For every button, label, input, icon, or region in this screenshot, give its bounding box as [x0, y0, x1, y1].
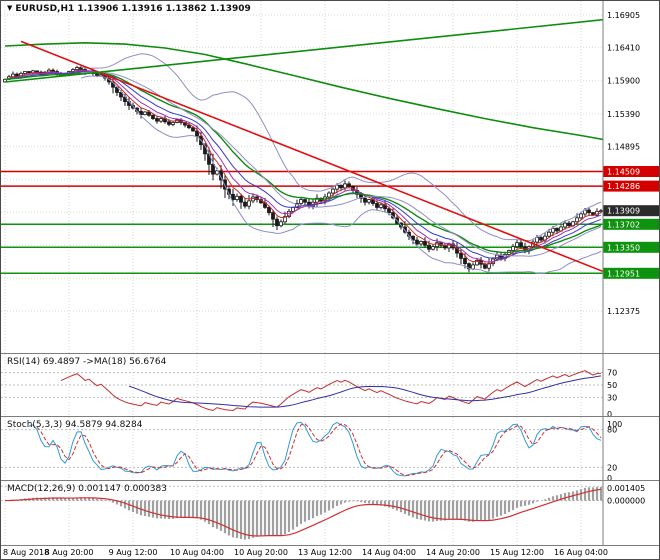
time-label: 13 Aug 12:00: [298, 548, 352, 557]
svg-text:1.14895: 1.14895: [607, 142, 640, 151]
ema-fast-blue: [4, 71, 602, 259]
grid: [1, 1, 603, 353]
current-price-label: 1.13909: [603, 205, 659, 217]
stoch-k-line: [28, 421, 602, 477]
time-label: 16 Aug 04:00: [554, 548, 608, 557]
time-label: 14 Aug 04:00: [362, 548, 416, 557]
time-label: 14 Aug 20:00: [426, 548, 480, 557]
ema-fast-purple: [4, 70, 602, 263]
svg-text:100: 100: [607, 420, 622, 429]
ohlc-values: 1.13906 1.13916 1.13862 1.13909: [77, 4, 251, 14]
panel-divider[interactable]: [1, 353, 659, 354]
macd-histogram: [7, 486, 603, 540]
rsi-line: [60, 370, 602, 412]
price-level-label: 1.12951: [603, 267, 659, 279]
panel-divider[interactable]: [1, 480, 659, 481]
svg-text:20: 20: [607, 463, 617, 472]
svg-text:1.14286: 1.14286: [607, 182, 640, 191]
svg-text:0: 0: [607, 474, 612, 480]
uptrend-line[interactable]: [4, 17, 633, 83]
svg-text:1.14509: 1.14509: [607, 168, 640, 177]
price-level-label: 1.13702: [603, 218, 659, 230]
price-level-label: 1.14286: [603, 180, 659, 192]
stoch-indicator-label: Stoch(5,3,3) 94.5879 94.8284: [7, 420, 143, 430]
svg-text:30: 30: [607, 393, 617, 402]
svg-text:0.001405: 0.001405: [607, 484, 645, 493]
price-level-label: 1.13350: [603, 241, 659, 253]
time-label: 15 Aug 12:00: [490, 548, 544, 557]
rsi-panel[interactable]: 70 50 30 0: [1, 354, 660, 416]
svg-text:0.000000: 0.000000: [607, 497, 645, 506]
main-price-panel[interactable]: 1.16905 1.16410 1.15900 1.15390 1.14895 1.123…: [1, 1, 660, 353]
price-levels: [1, 170, 603, 275]
svg-text:0: 0: [607, 410, 612, 416]
svg-text:1.16905: 1.16905: [607, 11, 640, 20]
stoch-d-line: [36, 423, 602, 476]
svg-text:1.15900: 1.15900: [607, 77, 640, 86]
svg-text:1.12951: 1.12951: [607, 269, 640, 278]
svg-text:1.12375: 1.12375: [607, 307, 640, 316]
slow-ma-green: [4, 41, 603, 141]
panel-divider[interactable]: [1, 545, 659, 546]
svg-text:50: 50: [607, 381, 617, 390]
svg-text:1.16410: 1.16410: [607, 43, 640, 52]
downtrend-line[interactable]: [20, 40, 613, 275]
chart-title: ▼ EURUSD,H1 1.13906 1.13916 1.13862 1.139…: [7, 4, 251, 14]
time-label: 8 Aug 2018: [3, 548, 50, 557]
symbol-dropdown-icon[interactable]: ▼: [7, 4, 13, 12]
svg-text:1.13350: 1.13350: [607, 243, 640, 252]
symbol-period: EURUSD,H1: [15, 4, 75, 14]
bollinger-upper-line: [80, 53, 602, 242]
rsi-indicator-label: RSI(14) 69.4897 ->MA(18) 56.6764: [7, 357, 167, 367]
macd-signal-line: [4, 488, 602, 537]
time-label: 9 Aug 12:00: [108, 548, 158, 557]
time-axis: 8 Aug 2018 8 Aug 20:00 9 Aug 12:00 10 Aug 0…: [1, 546, 659, 559]
macd-panel[interactable]: 0.001405 0.000000: [1, 481, 660, 545]
y-axis-labels: 1.16905 1.16410 1.15900 1.15390 1.14895 1.123…: [607, 11, 640, 316]
time-label: 10 Aug 20:00: [234, 548, 288, 557]
svg-text:80: 80: [607, 426, 617, 435]
svg-text:1.13909: 1.13909: [607, 207, 640, 216]
price-level-label: 1.14509: [603, 166, 659, 177]
time-label: 8 Aug 20:00: [44, 548, 94, 557]
ema-mid-green: [4, 71, 602, 254]
svg-text:70: 70: [607, 369, 617, 378]
svg-text:1.13702: 1.13702: [607, 220, 640, 229]
macd-indicator-label: MACD(12,26,9) 0.001147 0.000383: [7, 484, 167, 494]
candles: [3, 65, 603, 273]
svg-text:1.15390: 1.15390: [607, 110, 640, 119]
time-label: 10 Aug 04:00: [170, 548, 224, 557]
bollinger-middle-line: [80, 71, 602, 257]
panel-divider[interactable]: [1, 416, 659, 417]
rsi-ma-line: [128, 375, 602, 408]
bollinger-lower-line: [80, 75, 602, 274]
